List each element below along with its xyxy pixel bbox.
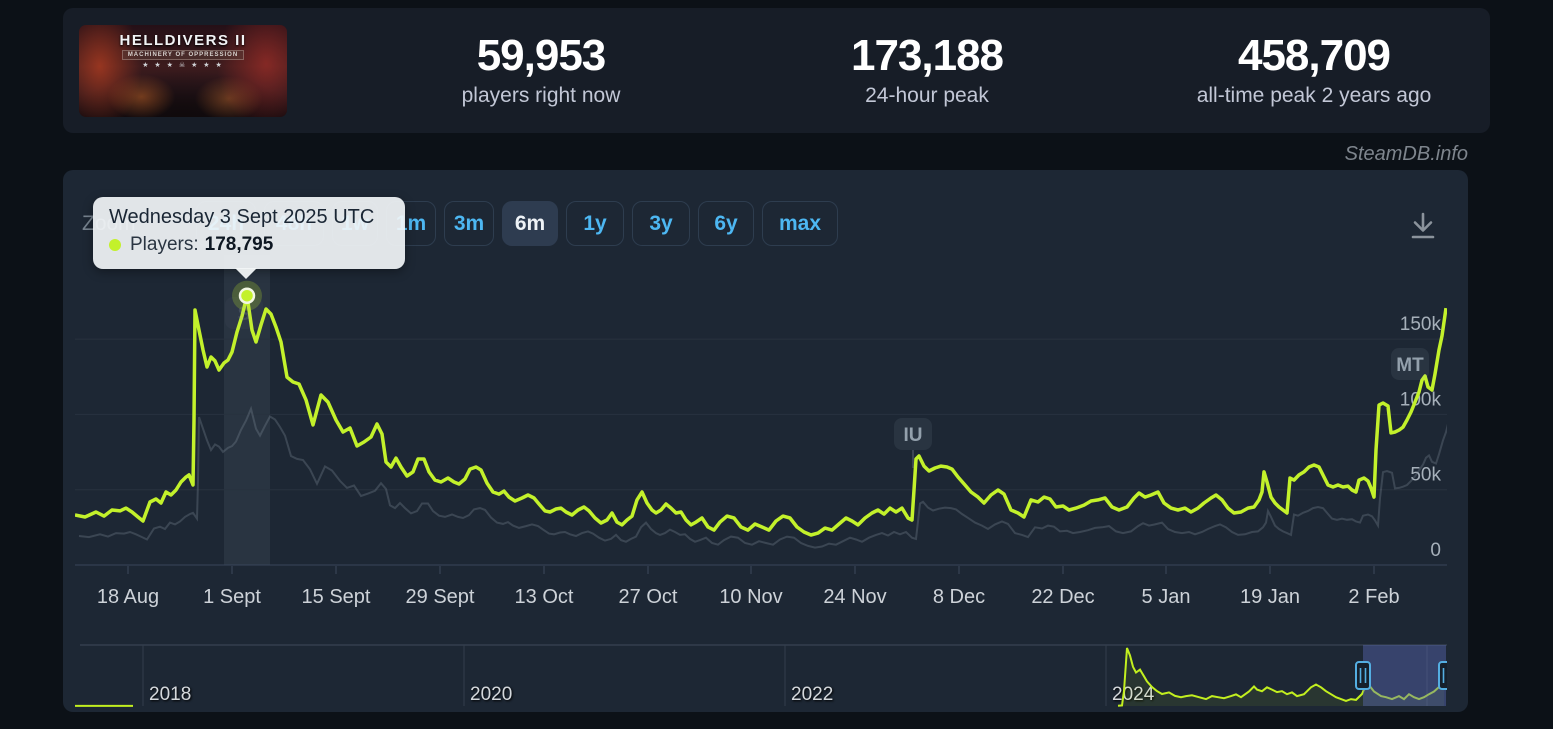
range-button-6m[interactable]: 6m — [502, 201, 558, 246]
range-button-1y[interactable]: 1y — [566, 201, 624, 246]
flag-label-iu: IU — [904, 425, 923, 446]
navigator-handle-right[interactable] — [1438, 661, 1453, 690]
range-button-3m[interactable]: 3m — [444, 201, 494, 246]
x-axis-label: 18 Aug — [97, 586, 159, 608]
chart-panel: Zoom 24h 48h 1w 1m 3m 6m 1y 3y 6y max 05… — [63, 170, 1468, 712]
flag-label-s: S — [238, 304, 251, 325]
flag-label-mt: MT — [1396, 355, 1424, 376]
flag-badge-s — [225, 297, 263, 329]
range-button-6y[interactable]: 6y — [698, 201, 754, 246]
x-axis-label: 22 Dec — [1031, 586, 1094, 608]
stats-panel: HELLDIVERS II MACHINERY OF OPPRESSION ★ … — [63, 8, 1490, 133]
x-axis-label: 24 Nov — [823, 586, 886, 608]
x-axis-label: 5 Jan — [1142, 586, 1191, 608]
flag-badge-iu — [894, 418, 932, 450]
alltime-peak-label: all-time peak 2 years ago — [1196, 84, 1432, 108]
navigator-selection[interactable] — [1363, 645, 1446, 706]
x-axis-label: 27 Oct — [619, 586, 678, 608]
navigator-year-label: 2018 — [149, 684, 191, 705]
stat-alltime-peak: 458,709 all-time peak 2 years ago — [1124, 31, 1504, 108]
secondary-gray-line — [78, 405, 1447, 549]
range-button-3y[interactable]: 3y — [632, 201, 690, 246]
x-axis-label: 1 Sept — [203, 586, 261, 608]
game-banner-stars-icon: ★ ★ ★ ☠ ★ ★ ★ — [142, 62, 224, 69]
x-axis-label: 19 Jan — [1240, 586, 1300, 608]
players-now-value: 59,953 — [476, 31, 607, 80]
players-chart[interactable]: 0 50k 100k 150k 18 Aug 1 Sept 15 Sept 29 Sept 13… — [63, 170, 1468, 712]
chart-tooltip: Wednesday 3 Sept 2025 UTC Players: 178,7… — [93, 197, 405, 279]
x-axis-label: 10 Nov — [719, 586, 782, 608]
y-axis-label: 0 — [1430, 540, 1441, 561]
navigator-year-label: 2020 — [470, 684, 512, 705]
peak-24h-value: 173,188 — [850, 31, 1004, 80]
x-axis-label: 13 Oct — [515, 586, 574, 608]
stat-24h-peak: 173,188 24-hour peak — [737, 31, 1117, 108]
download-icon — [1411, 212, 1435, 239]
players-line — [75, 293, 1447, 537]
players-now-label: players right now — [461, 84, 621, 108]
series-dot-icon — [109, 239, 121, 251]
tooltip-series-label: Players: — [130, 234, 199, 255]
game-banner: HELLDIVERS II MACHINERY OF OPPRESSION ★ … — [79, 25, 287, 117]
download-chart-button[interactable] — [1403, 206, 1443, 246]
navigator-handle-left[interactable] — [1355, 661, 1371, 690]
range-button-max[interactable]: max — [762, 201, 838, 246]
game-banner-subtitle: MACHINERY OF OPPRESSION — [122, 50, 244, 60]
y-axis-label: 50k — [1410, 465, 1441, 486]
peak-24h-label: 24-hour peak — [865, 84, 989, 108]
y-axis-label: 100k — [1400, 389, 1442, 410]
x-axis-label: 15 Sept — [302, 586, 371, 608]
x-axis-label: 29 Sept — [406, 586, 475, 608]
navigator-year-label: 2022 — [791, 684, 833, 705]
navigator-area-fill — [1118, 648, 1444, 706]
steamdb-watermark: SteamDB.info — [1344, 143, 1468, 165]
game-title: HELLDIVERS II — [119, 32, 247, 49]
x-axis-label: 8 Dec — [933, 586, 985, 608]
x-axis-label: 2 Feb — [1348, 586, 1399, 608]
stat-players-now: 59,953 players right now — [351, 31, 731, 108]
flag-badge-mt — [1391, 348, 1429, 380]
tooltip-date: Wednesday 3 Sept 2025 UTC — [109, 206, 375, 228]
selected-point-marker[interactable] — [238, 287, 256, 304]
tooltip-players-value: 178,795 — [204, 234, 274, 255]
navigator-line — [1117, 647, 1445, 707]
y-axis-label: 150k — [1400, 314, 1442, 335]
alltime-peak-value: 458,709 — [1237, 31, 1391, 80]
